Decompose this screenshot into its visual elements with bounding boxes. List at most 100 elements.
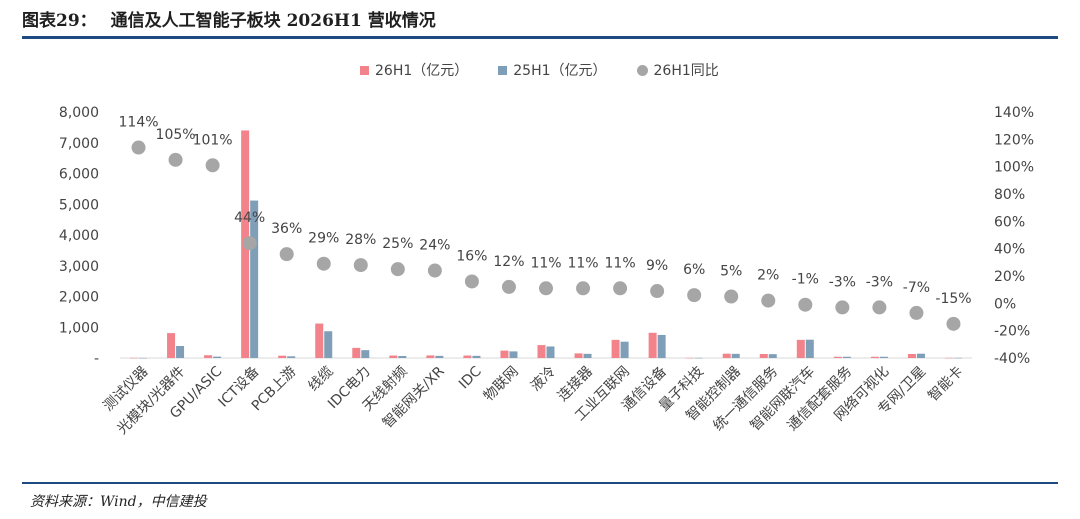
yoy-data-label-11: 11% [530,255,561,271]
yoy-dot-5 [316,256,331,271]
legend-item-yoy: 26H1同比 [636,60,719,80]
yoy-dot-17 [761,293,776,308]
legend-label-yoy: 26H1同比 [653,63,719,79]
bar-25h1-14 [657,334,666,358]
legend-swatch-25h1 [498,65,508,75]
y-right-tick-label: 0% [994,296,1016,312]
yoy-data-label-4: 36% [271,221,302,237]
chart-svg: - 1,000 2,000 3,000 4,000 5,000 6,000 7,000 8,00… [59,105,1034,438]
bottom-rule [22,482,1058,484]
yoy-dot-1 [168,152,183,167]
bar-26h1-14 [648,332,657,358]
y-left-tick-label: 6,000 [59,167,99,183]
yoy-data-label-3: 44% [234,210,265,226]
bar-25h1-0 [139,357,148,359]
yoy-data-label-20: -3% [866,274,893,290]
figure-title: 图表29： 通信及人工智能子板块 2026H1 营收情况 [22,6,436,31]
yoy-data-label-21: -7% [903,280,930,296]
legend-item-25h1: 25H1（亿元） [498,60,607,80]
legend-label-26h1: 26H1（亿元） [375,63,469,79]
yoy-data-label-17: 2% [757,268,779,284]
yoy-data-label-7: 25% [382,236,413,252]
yoy-dot-9 [464,274,479,289]
x-tick-label-5: 线缆 [305,364,336,395]
bar-25h1-11 [546,346,555,358]
bar-26h1-19 [833,356,842,358]
y-left-tick-label: 4,000 [59,228,99,244]
yoy-data-label-6: 28% [345,232,376,248]
bar-26h1-18 [796,339,805,358]
bar-26h1-10 [500,350,509,358]
legend-label-25h1: 25H1（亿元） [513,63,607,79]
yoy-data-label-9: 16% [456,248,487,264]
y-right-tick-label: 140% [994,105,1034,121]
bar-25h1-17 [768,354,777,358]
yoy-data-label-10: 12% [493,254,524,270]
bar-25h1-19 [842,356,851,358]
bar-26h1-16 [722,353,731,358]
bar-26h1-11 [537,345,546,358]
yoy-data-label-19: -3% [829,274,856,290]
bar-25h1-12 [583,353,592,358]
yoy-data-label-16: 5% [720,264,742,280]
yoy-dot-18 [798,297,813,312]
bar-26h1-17 [759,354,768,358]
bar-26h1-20 [870,356,879,358]
yoy-dot-6 [353,258,368,273]
bar-25h1-15 [694,357,703,359]
y-right-tick-label: 20% [994,269,1025,285]
y-left-tick-label: 3,000 [59,259,99,275]
bar-26h1-9 [463,355,472,358]
chart-legend: 26H1（亿元） 25H1（亿元） 26H1同比 [360,60,719,80]
bar-25h1-16 [731,353,740,358]
y-left-tick-label: 7,000 [59,136,99,152]
yoy-dot-11 [539,281,553,296]
bar-26h1-2 [204,355,213,358]
y-right-tick-label: -20% [994,324,1030,340]
y-right-tick-label: 120% [994,132,1034,148]
yoy-dot-2 [205,158,220,173]
x-tick-label-22: 智能卡 [925,364,966,405]
bar-26h1-7 [389,355,398,358]
bar-26h1-12 [574,353,583,358]
bar-26h1-1 [167,333,176,358]
yoy-dot-14 [650,284,665,299]
bar-25h1-13 [620,341,629,358]
bar-26h1-8 [426,355,435,358]
yoy-data-label-13: 11% [605,255,636,271]
y-right-tick-label: 60% [994,214,1025,230]
yoy-dot-8 [427,263,442,278]
bar-26h1-6 [352,347,361,358]
yoy-data-label-18: -1% [792,272,819,288]
top-rule [22,36,1058,39]
yoy-data-label-5: 29% [308,231,339,247]
yoy-data-label-0: 114% [119,115,159,131]
bar-26h1-22 [944,357,953,359]
bar-25h1-5 [324,331,333,358]
bar-26h1-15 [685,357,694,359]
bar-25h1-21 [916,353,925,358]
bar-26h1-0 [130,357,139,359]
yoy-data-label-22: -15% [935,291,971,307]
legend-item-26h1: 26H1（亿元） [360,60,468,80]
yoy-data-label-14: 9% [646,258,668,274]
yoy-data-label-12: 11% [567,255,598,271]
bar-25h1-7 [398,356,407,358]
bar-25h1-4 [287,356,296,358]
yoy-dot-22 [946,316,961,331]
y-left-tick-label: 2,000 [59,290,99,306]
yoy-dot-16 [724,289,739,304]
y-right-tick-label: -40% [994,351,1030,367]
x-tick-label-10: 物联网 [481,364,522,405]
bar-25h1-8 [435,355,444,358]
source-note: 资料来源：Wind，中信建投 [30,494,207,510]
bar-25h1-10 [509,351,518,358]
yoy-data-label-2: 101% [193,132,233,148]
figure-title-text: 通信及人工智能子板块 2026H1 营收情况 [110,11,436,31]
yoy-dot-20 [872,300,887,315]
bar-26h1-5 [315,323,324,358]
bar-26h1-13 [611,339,620,358]
bar-25h1-20 [879,356,888,358]
yoy-dot-3 [242,236,257,251]
bar-25h1-18 [805,339,814,358]
